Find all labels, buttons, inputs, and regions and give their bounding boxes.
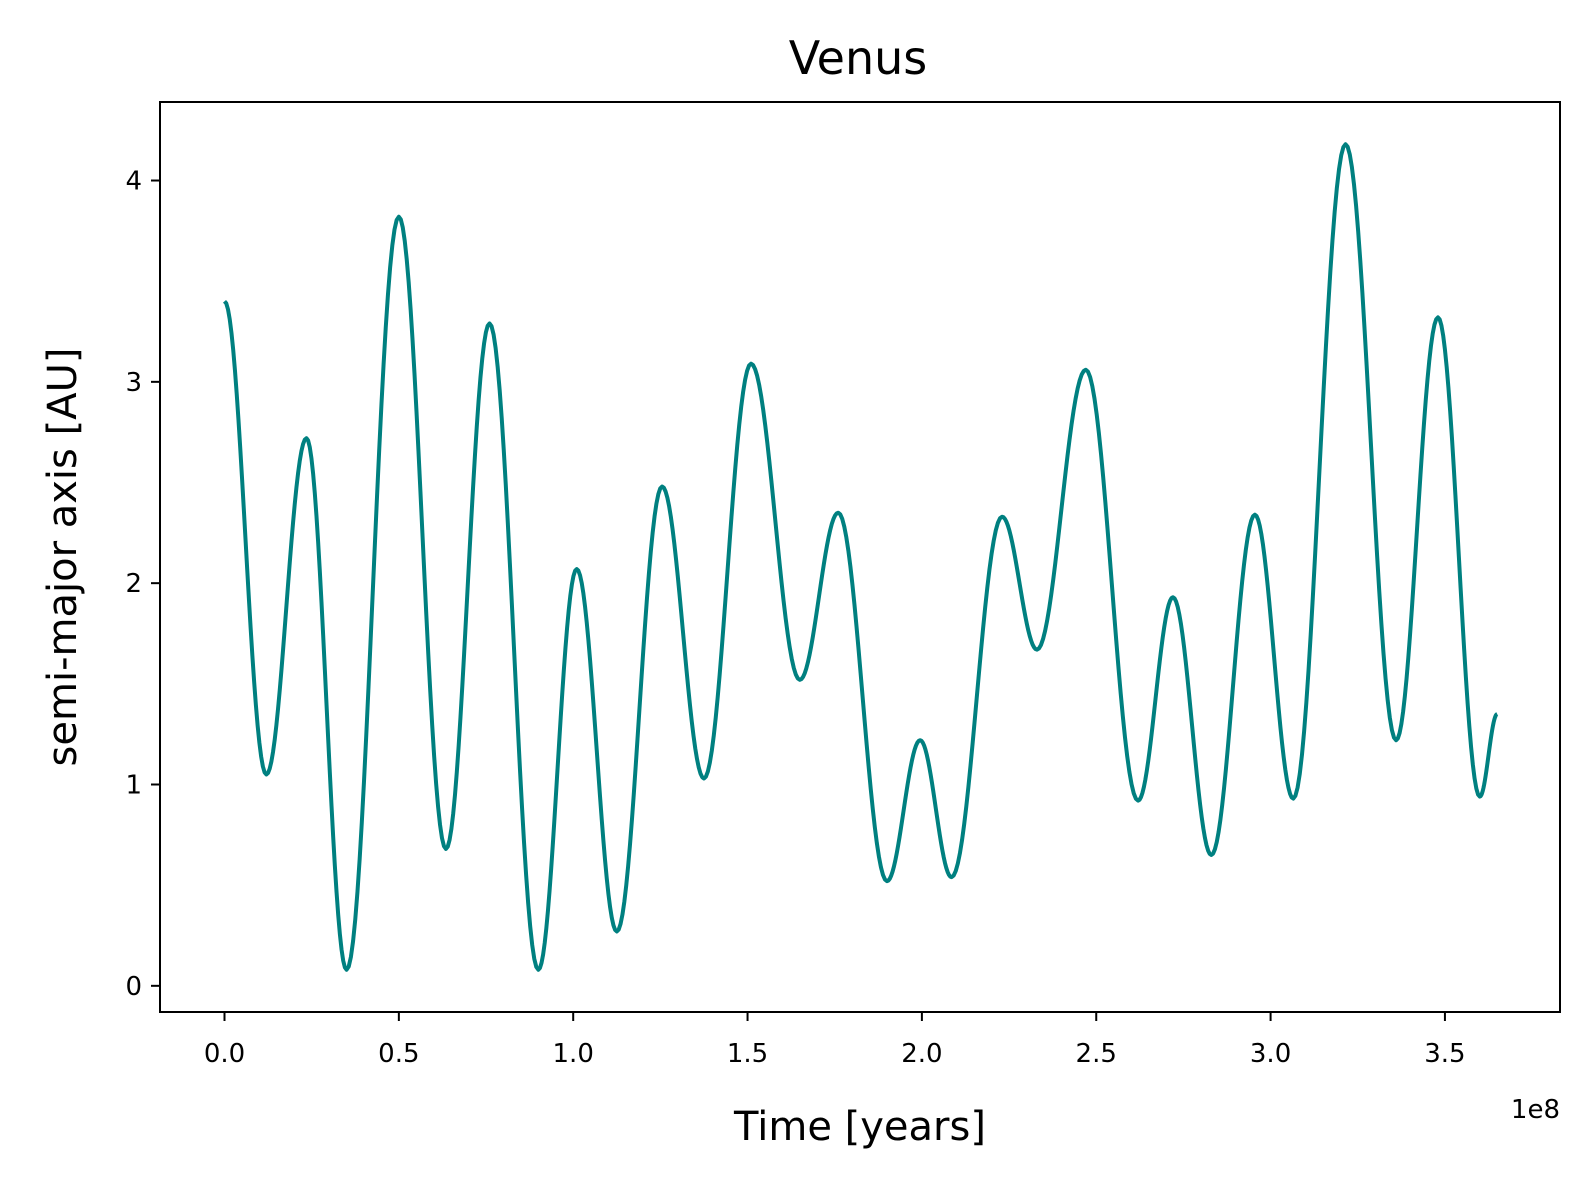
x-tick-label: 3.0: [1250, 1039, 1291, 1069]
x-tick-label: 1.0: [553, 1039, 594, 1069]
x-tick-label: 2.5: [1076, 1039, 1117, 1069]
y-axis: 0 1 2 3 4: [125, 167, 160, 1002]
x-tick-label: 0.5: [378, 1039, 419, 1069]
x-axis-label: Time [years]: [733, 1104, 986, 1150]
series-line: [222, 142, 1499, 972]
x-tick-label: 3.5: [1424, 1039, 1465, 1069]
y-tick-label: 4: [125, 167, 142, 197]
plot-frame: [159, 101, 1561, 1013]
y-tick-label: 2: [125, 569, 142, 599]
y-axis-label: semi-major axis [AU]: [40, 348, 86, 767]
x-tick-label: 0.0: [204, 1039, 245, 1069]
x-tick-label: 1.5: [727, 1039, 768, 1069]
y-tick-label: 1: [125, 771, 142, 801]
x-offset-label: 1e8: [1511, 1095, 1560, 1125]
y-tick-label: 3: [125, 368, 142, 398]
x-axis: 0.0 0.5 1.0 1.5 2.0 2.5 3.0 3.5: [204, 1012, 1466, 1069]
y-tick-label: 0: [125, 972, 142, 1002]
x-tick-label: 2.0: [901, 1039, 942, 1069]
chart-title: Venus: [789, 31, 927, 85]
series-layer: [222, 142, 1499, 972]
